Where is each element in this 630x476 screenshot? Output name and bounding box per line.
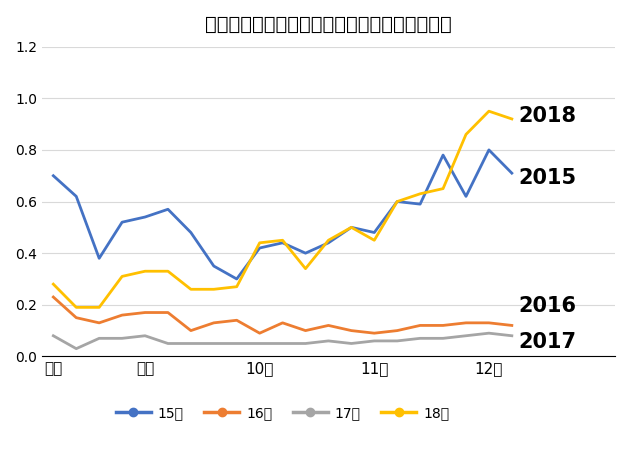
Legend: 15年, 16年, 17年, 18年: 15年, 16年, 17年, 18年 (110, 400, 455, 426)
17年 (118, 336, 126, 341)
Line: 18年: 18年 (54, 111, 512, 307)
18年 (439, 186, 447, 191)
Text: 2016: 2016 (518, 296, 576, 316)
15年 (302, 250, 309, 256)
16年 (279, 320, 287, 326)
17年 (210, 341, 217, 347)
18年 (279, 238, 287, 243)
16年 (164, 310, 172, 316)
Text: 2017: 2017 (518, 332, 576, 352)
15年 (141, 214, 149, 220)
18年 (485, 109, 493, 114)
18年 (164, 268, 172, 274)
15年 (210, 263, 217, 269)
17年 (324, 338, 332, 344)
17年 (50, 333, 57, 338)
17年 (370, 338, 378, 344)
16年 (210, 320, 217, 326)
15年 (95, 256, 103, 261)
16年 (141, 310, 149, 316)
16年 (95, 320, 103, 326)
Line: 16年: 16年 (54, 297, 512, 333)
15年 (118, 219, 126, 225)
16年 (485, 320, 493, 326)
16年 (348, 328, 355, 334)
17年 (187, 341, 195, 347)
Line: 15年: 15年 (54, 150, 512, 279)
15年 (233, 276, 241, 282)
17年 (416, 336, 424, 341)
16年 (256, 330, 263, 336)
16年 (233, 317, 241, 323)
15年 (187, 229, 195, 235)
15年 (72, 194, 80, 199)
16年 (462, 320, 470, 326)
18年 (370, 238, 378, 243)
18年 (233, 284, 241, 289)
17年 (393, 338, 401, 344)
18年 (95, 305, 103, 310)
Text: 2018: 2018 (518, 106, 576, 126)
15年 (279, 240, 287, 246)
17年 (72, 346, 80, 351)
16年 (118, 312, 126, 318)
17年 (302, 341, 309, 347)
15年 (508, 170, 515, 176)
15年 (256, 245, 263, 251)
16年 (416, 323, 424, 328)
18年 (141, 268, 149, 274)
17年 (462, 333, 470, 338)
15年 (164, 207, 172, 212)
18年 (302, 266, 309, 271)
18年 (50, 281, 57, 287)
16年 (393, 328, 401, 334)
18年 (348, 225, 355, 230)
18年 (508, 116, 515, 122)
17年 (348, 341, 355, 347)
15年 (485, 147, 493, 153)
18年 (416, 191, 424, 197)
17年 (439, 336, 447, 341)
16年 (439, 323, 447, 328)
15年 (462, 194, 470, 199)
Line: 17年: 17年 (54, 333, 512, 348)
Text: 2015: 2015 (518, 169, 577, 188)
16年 (370, 330, 378, 336)
17年 (95, 336, 103, 341)
Title: リンゴ病（伝染性紅斑）　定点あたりの報告数: リンゴ病（伝染性紅斑） 定点あたりの報告数 (205, 15, 452, 34)
16年 (324, 323, 332, 328)
18年 (187, 287, 195, 292)
15年 (393, 198, 401, 204)
18年 (462, 131, 470, 137)
17年 (164, 341, 172, 347)
16年 (508, 323, 515, 328)
17年 (256, 341, 263, 347)
15年 (416, 201, 424, 207)
18年 (324, 238, 332, 243)
18年 (118, 274, 126, 279)
15年 (439, 152, 447, 158)
15年 (370, 229, 378, 235)
18年 (72, 305, 80, 310)
16年 (187, 328, 195, 334)
17年 (485, 330, 493, 336)
17年 (233, 341, 241, 347)
17年 (141, 333, 149, 338)
15年 (324, 240, 332, 246)
18年 (393, 198, 401, 204)
18年 (210, 287, 217, 292)
17年 (279, 341, 287, 347)
15年 (348, 225, 355, 230)
16年 (302, 328, 309, 334)
16年 (50, 294, 57, 300)
16年 (72, 315, 80, 320)
15年 (50, 173, 57, 178)
18年 (256, 240, 263, 246)
17年 (508, 333, 515, 338)
